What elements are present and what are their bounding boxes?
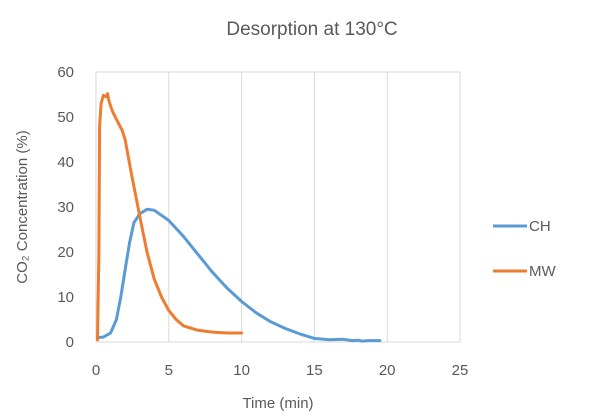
chart-title: Desorption at 130°C: [226, 19, 397, 40]
y-tick-label: 30: [57, 199, 74, 216]
plot-area: [95, 71, 461, 343]
x-axis-ticks: 0 5 10 15 20 25: [92, 362, 469, 379]
y-axis-ticks: 0 10 20 30 40 50 60: [57, 64, 74, 351]
x-tick-label: 20: [379, 362, 396, 379]
y-tick-label: 0: [66, 334, 74, 351]
x-tick-label: 25: [452, 362, 469, 379]
y-tick-label: 60: [57, 64, 74, 81]
x-axis-title: Time (min): [242, 395, 313, 412]
legend: CH MW: [493, 218, 556, 280]
y-tick-label: 40: [57, 154, 74, 171]
series-lines: [96, 92, 382, 343]
x-tick-label: 0: [92, 362, 100, 379]
legend-label-mw: MW: [529, 263, 556, 280]
gridlines: [95, 72, 461, 342]
x-tick-label: 10: [233, 362, 250, 379]
y-axis-title: CO₂ Concentration (%): [14, 130, 31, 283]
x-tick-label: 15: [306, 362, 323, 379]
y-tick-label: 50: [57, 109, 74, 126]
y-tick-label: 10: [57, 289, 74, 306]
legend-label-ch: CH: [529, 218, 551, 235]
series-line-ch: [96, 207, 382, 343]
x-tick-label: 5: [165, 362, 173, 379]
y-tick-label: 20: [57, 244, 74, 261]
series-line-mw: [96, 92, 244, 342]
